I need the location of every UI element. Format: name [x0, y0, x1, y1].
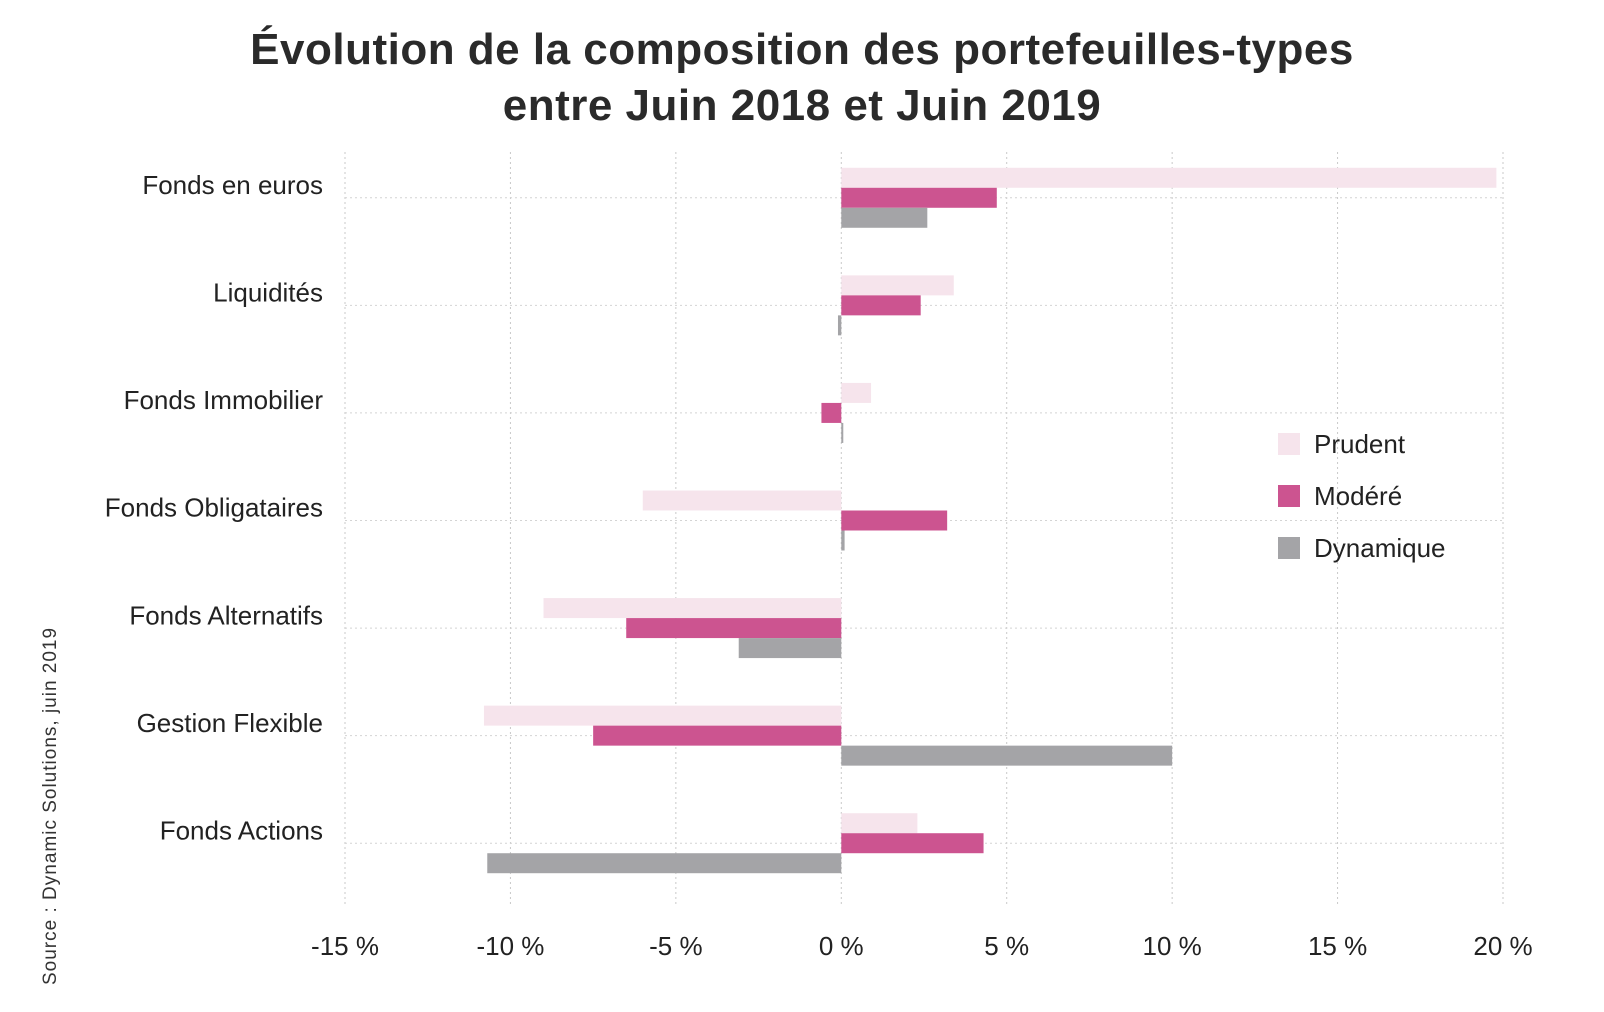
source-note: Source : Dynamic Solutions, juin 2019	[40, 626, 61, 985]
bar-modere	[841, 833, 984, 854]
bar-prudent	[841, 813, 918, 834]
x-tick-label: 5 %	[984, 931, 1029, 961]
x-tick-label: -15 %	[311, 931, 379, 961]
legend-label-modere: Modéré	[1314, 480, 1403, 511]
x-tick-label: 15 %	[1308, 931, 1367, 961]
legend-label-prudent: Prudent	[1314, 428, 1406, 459]
x-tick-label: 20 %	[1473, 931, 1532, 961]
bar-modere	[593, 725, 842, 746]
bar-prudent	[543, 598, 842, 619]
x-tick-label: -5 %	[649, 931, 702, 961]
legend-item-modere: Modéré	[1278, 470, 1446, 522]
bar-prudent	[841, 275, 954, 296]
bar-dynamique	[841, 745, 1173, 766]
legend-swatch-modere	[1278, 485, 1300, 507]
bar-modere	[626, 618, 842, 639]
bar-modere	[841, 187, 997, 208]
bar-modere	[821, 402, 842, 423]
legend-label-dynamique: Dynamique	[1314, 532, 1446, 563]
bar-prudent	[841, 167, 1497, 188]
legend-swatch-dynamique	[1278, 537, 1300, 559]
bar-dynamique	[487, 853, 842, 874]
bar-prudent	[483, 705, 842, 726]
bar-prudent	[841, 382, 872, 403]
bar-dynamique	[837, 315, 842, 336]
bar-modere	[841, 295, 921, 316]
legend: Prudent Modéré Dynamique	[1278, 418, 1446, 574]
bar-dynamique	[738, 638, 842, 659]
bar-dynamique	[841, 207, 928, 228]
category-label: Fonds en euros	[142, 170, 323, 200]
bar-dynamique	[841, 530, 845, 551]
legend-item-prudent: Prudent	[1278, 418, 1446, 470]
category-label: Fonds Obligataires	[105, 493, 323, 523]
chart-title-line-2: entre Juin 2018 et Juin 2019	[502, 81, 1102, 130]
legend-item-dynamique: Dynamique	[1278, 522, 1446, 574]
category-label: Gestion Flexible	[137, 708, 323, 738]
chart-title-line-1: Évolution de la composition des portefeu…	[250, 25, 1354, 74]
x-tick-label: 10 %	[1143, 931, 1202, 961]
bar-dynamique	[841, 422, 844, 443]
category-label: Fonds Alternatifs	[129, 600, 323, 630]
category-label: Liquidités	[213, 278, 323, 308]
category-label: Fonds Actions	[160, 815, 323, 845]
chart-title: Évolution de la composition des portefeu…	[0, 22, 1604, 134]
legend-swatch-prudent	[1278, 433, 1300, 455]
bar-modere	[841, 510, 948, 531]
bar-prudent	[642, 490, 842, 511]
x-tick-label: 0 %	[819, 931, 864, 961]
category-label: Fonds Immobilier	[124, 385, 324, 415]
x-tick-label: -10 %	[476, 931, 544, 961]
